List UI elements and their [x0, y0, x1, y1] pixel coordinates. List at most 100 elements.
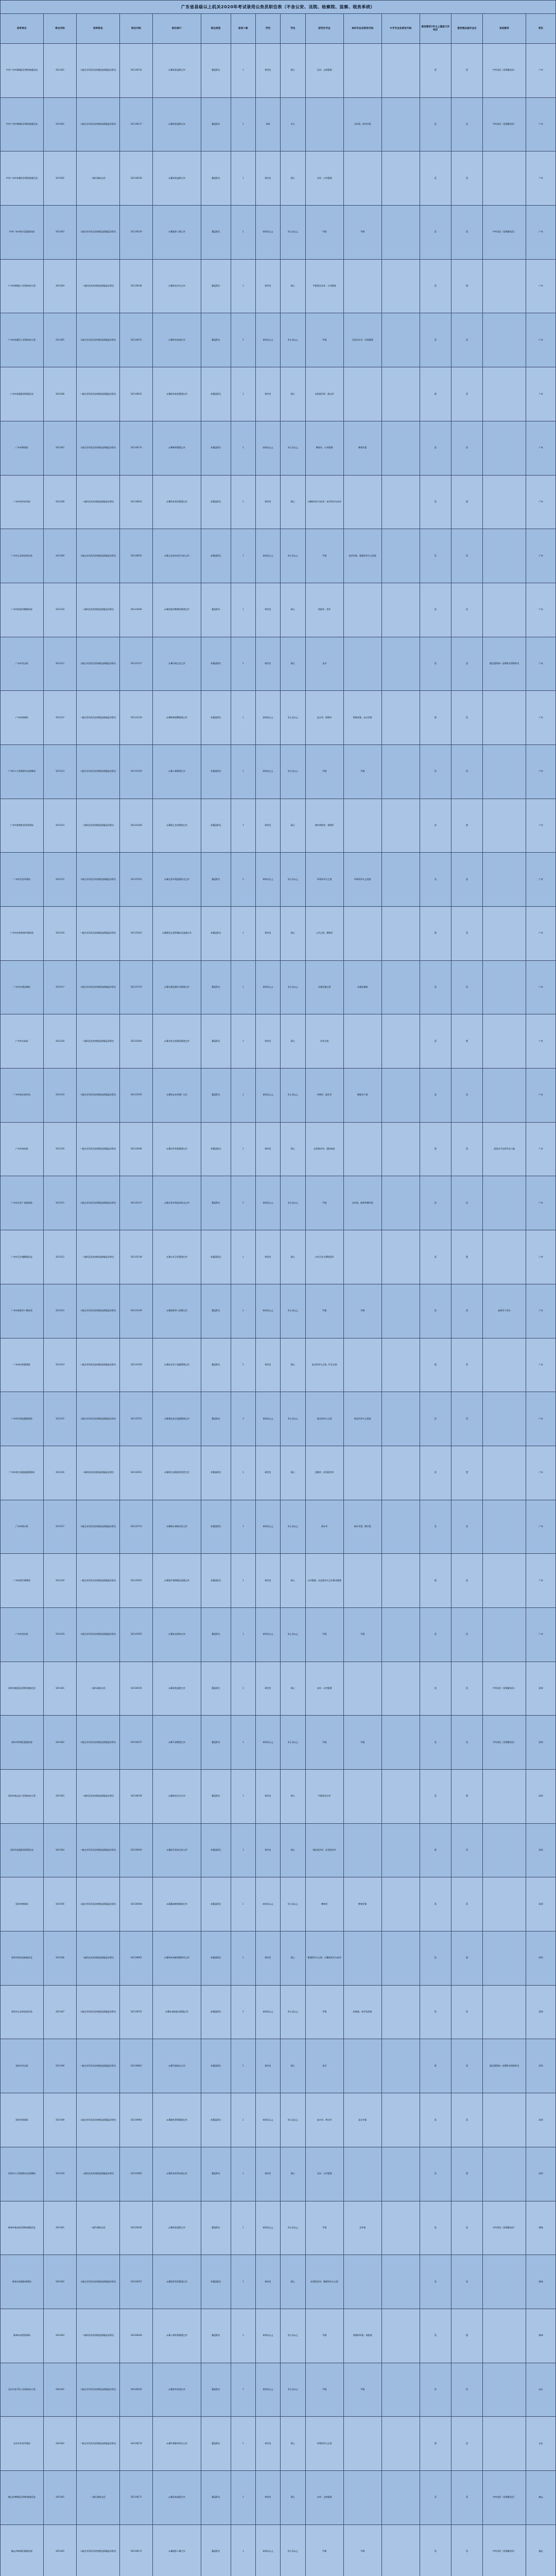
cell-1: 1021410 [43, 2146, 77, 2201]
cell-14: 退役军人优先 [482, 1283, 526, 1338]
cell-2: 一级主任科员及其他相当职级层次职位 [76, 1553, 120, 1608]
cell-12: 否 [419, 636, 452, 691]
cell-15: 广州 [525, 1230, 556, 1284]
cell-8: 硕士 [280, 1337, 306, 1393]
cell-5: 基层职位 [200, 1392, 231, 1446]
cell-11 [381, 2308, 420, 2363]
cell-11 [381, 1499, 420, 1554]
cell-1: 1041402 [43, 2416, 77, 2471]
cell-5: 非基层职位 [200, 744, 231, 799]
cell-0: 深圳市财政局 [0, 2093, 44, 2147]
cell-6: 2 [230, 2470, 256, 2525]
table-row: 汕头市生态环境局 1041402 一级主任科员及其他相当职级层次职位 10414027… [0, 2416, 556, 2471]
cell-5: 非基层职位 [200, 1985, 231, 2040]
cell-15: 广州 [525, 960, 556, 1015]
cell-11 [381, 1553, 420, 1608]
cell-9: 法学 [305, 636, 344, 691]
cell-9: 中国语言文学 [305, 1769, 344, 1824]
cell-14: 中共党员（含预备党员） [482, 43, 526, 98]
cell-2: 二级主任科员及其他相当职级层次职位 [76, 1283, 120, 1338]
cell-11 [381, 97, 420, 152]
cell-11 [381, 1985, 420, 2040]
cell-13: 否 [450, 1283, 483, 1338]
cell-8: 硕士 [280, 1014, 306, 1069]
cell-15: 广州 [525, 1499, 556, 1554]
cell-8: 学士及以上 [280, 313, 306, 368]
cell-4: 从事教育管理工作 [152, 420, 201, 476]
cell-1: 1011422 [43, 1230, 77, 1284]
cell-6: 1 [230, 906, 256, 961]
cell-10: 食品科学与工程类 [343, 1392, 382, 1446]
cell-15: 广州 [525, 420, 556, 476]
cell-8: 学士及以上 [280, 1715, 306, 1770]
cell-6: 1 [230, 529, 256, 583]
table-row: 深圳市南山区人民政府办公室 1021403 一级科员及其他相当职级层次职位 10214… [0, 1769, 556, 1824]
cell-14 [482, 1014, 526, 1069]
cell-4: 从事纪检监察工作 [152, 1661, 201, 1716]
cell-10: 教育学类 [343, 1877, 382, 1932]
cell-8: 学士及以上 [280, 1877, 306, 1932]
cell-8: 学士及以上 [280, 1607, 306, 1662]
cell-9: 金融学、应用经济学 [305, 1445, 344, 1500]
column-header-0: 招考单位 [0, 13, 44, 44]
cell-0: 广州市教育局 [0, 420, 44, 476]
cell-1: 1011411 [43, 636, 77, 691]
cell-11 [381, 1445, 420, 1500]
cell-6: 2 [230, 1985, 256, 2040]
cell-7: 研究生 [255, 582, 281, 637]
cell-12: 否 [419, 2093, 452, 2147]
column-header-8: 学位 [280, 13, 306, 44]
cell-2: 二级主任科员及其他相当职级层次职位 [76, 2255, 120, 2309]
cell-0: 广州市水务局 [0, 1014, 44, 1069]
cell-8: 硕士 [280, 259, 306, 314]
cell-3: 101140834 [119, 474, 153, 530]
cell-13: 否 [450, 1068, 483, 1123]
table-row: 深圳市发展和改革委员会 1021404 一级主任科员及其他相当职级层次职位 10214… [0, 1823, 556, 1878]
table-row: 广州市发展和改革委员会 1011406 一级主任科员及其他相当职级层次职位 10114… [0, 367, 556, 421]
cell-15: 广州 [525, 1607, 556, 1662]
cell-3: 101142551 [119, 1392, 153, 1446]
cell-13: 是 [450, 1769, 483, 1824]
cell-11 [381, 259, 420, 314]
cell-3: 102141065 [119, 2146, 153, 2201]
cell-2: 一级科员及其他相当职级层次职位 [76, 1931, 120, 1986]
cell-5: 非基层职位 [200, 2255, 231, 2309]
cell-9: 环境科学与工程 [305, 852, 344, 907]
cell-14 [482, 582, 526, 637]
table-row: 深圳市科技创新委员会 1021406 一级科员及其他相当职级层次职位 10214066… [0, 1931, 556, 1986]
cell-14 [482, 1769, 526, 1824]
cell-6: 1 [230, 474, 256, 530]
table-row: 深圳市福田区纪律检查委员会 1021401 一级行政执法员 102140156 从事纪检… [0, 1661, 556, 1716]
cell-12: 否 [419, 205, 452, 260]
cell-1: 1031403 [43, 2308, 77, 2363]
cell-15: 汕头 [525, 2416, 556, 2471]
cell-4: 从事信访接待工作 [152, 1607, 201, 1662]
cell-2: 二级主任科员及其他相当职级层次职位 [76, 420, 120, 476]
cell-13: 否 [450, 529, 483, 583]
cell-11 [381, 2416, 420, 2471]
cell-14 [482, 1068, 526, 1123]
cell-0: 广州市增城区人民政府办公室 [0, 259, 44, 314]
cell-6: 1 [230, 690, 256, 745]
cell-13: 否 [450, 2524, 483, 2576]
cell-0: 佛山市禅城区纪律检查委员会 [0, 2470, 44, 2525]
cell-8: 学士及以上 [280, 529, 306, 583]
cell-2: 一级科员及其他相当职级层次职位 [76, 259, 120, 314]
cell-0: 广州市生态环境局 [0, 852, 44, 907]
cell-14 [482, 2093, 526, 2147]
cell-6: 1 [230, 367, 256, 421]
cell-0: 广州市市场监督管理局 [0, 1392, 44, 1446]
cell-11 [381, 1283, 420, 1338]
cell-14: 中共党员（含预备党员） [482, 1715, 526, 1770]
column-header-1: 单位代码 [43, 13, 77, 44]
cell-12: 否 [419, 474, 452, 530]
cell-15: 珠海 [525, 2200, 556, 2256]
cell-10 [343, 636, 382, 691]
cell-14 [482, 1553, 526, 1608]
cell-1: 1011401 [43, 43, 77, 98]
cell-7: 本科及以上 [255, 960, 281, 1015]
cell-8: 学士 [280, 97, 306, 152]
cell-2: 一级主任科员及其他相当职级层次职位 [76, 1823, 120, 1878]
table-row: 广州市人力资源和社会保障局 1011413 二级主任科员及其他相当职级层次职位 101… [0, 744, 556, 799]
cell-15: 广州 [525, 690, 556, 745]
